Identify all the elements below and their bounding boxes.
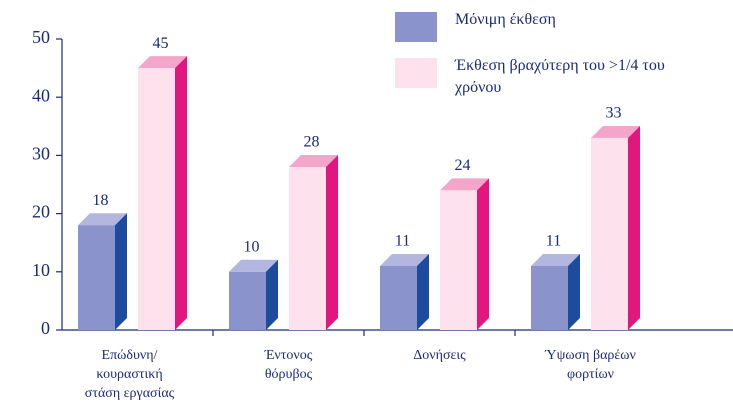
bar-side [417, 253, 429, 330]
bar-top [380, 253, 429, 266]
legend-label-line: Έκθεση βραχύτερη του >1/4 του [454, 57, 665, 74]
x-tick-label-line: Ύψωση βαρέων [544, 348, 636, 363]
bar [591, 137, 628, 330]
bar-top [289, 155, 338, 168]
data-label: 24 [455, 157, 471, 174]
bar-side [175, 56, 187, 330]
bar [289, 167, 326, 330]
legend-swatch [395, 12, 437, 42]
x-tick-label-line: κουραστική [96, 367, 162, 382]
bar-side [568, 253, 580, 330]
x-tick-label: Έντονος θόρυβος [264, 348, 313, 382]
bar-top [138, 56, 187, 69]
data-label: 45 [153, 35, 169, 52]
data-label: 18 [93, 192, 109, 209]
x-tick-label-line: θόρυβος [265, 367, 313, 382]
bar [78, 225, 115, 330]
bar-side [326, 155, 338, 330]
data-label: 11 [546, 233, 561, 250]
y-tick-label: 0 [41, 318, 50, 338]
x-tick-label-line: Δονήσεις [413, 348, 466, 363]
bar-top [440, 178, 489, 191]
data-label: 33 [606, 105, 622, 122]
bar-top [78, 213, 127, 226]
bar-side [266, 259, 278, 330]
data-label: 28 [304, 134, 320, 151]
legend-label: Μόνιμη έκθεση [455, 11, 556, 28]
y-tick-label: 30 [32, 144, 50, 164]
x-tick-label-line: Έντονος [264, 348, 313, 363]
legend-swatch [395, 58, 437, 88]
bar-side [628, 125, 640, 330]
data-label: 11 [395, 233, 410, 250]
y-tick-label: 40 [32, 85, 50, 105]
data-label: 10 [244, 238, 260, 255]
bar-side [115, 213, 127, 330]
bar-top [591, 125, 640, 138]
bar [138, 68, 175, 330]
x-tick-label: Επώδυνη/κουραστική στάση εργασίας [85, 348, 175, 401]
bar [380, 265, 417, 330]
bar [440, 190, 477, 330]
bar-side [477, 178, 489, 330]
bar-top [531, 253, 580, 266]
y-tick-label: 20 [32, 202, 50, 222]
legend-label-line: Μόνιμη έκθεση [455, 11, 556, 28]
y-tick-label: 50 [32, 27, 50, 47]
bar [531, 265, 568, 330]
x-tick-label-line: στάση εργασίας [85, 386, 175, 401]
legend-label-line: χρόνου [454, 79, 501, 96]
x-tick-label: Ύψωση βαρέων φορτίων [544, 348, 636, 382]
legend-label: Έκθεση βραχύτερη του >1/4 του χρόνου [454, 57, 665, 96]
x-tick-label-line: Επώδυνη/ [102, 348, 158, 363]
x-tick-label-line: φορτίων [567, 367, 614, 382]
y-tick-label: 10 [32, 260, 50, 280]
x-tick-label: Δονήσεις [413, 348, 466, 363]
bar [229, 271, 266, 330]
bar-top [229, 259, 278, 272]
